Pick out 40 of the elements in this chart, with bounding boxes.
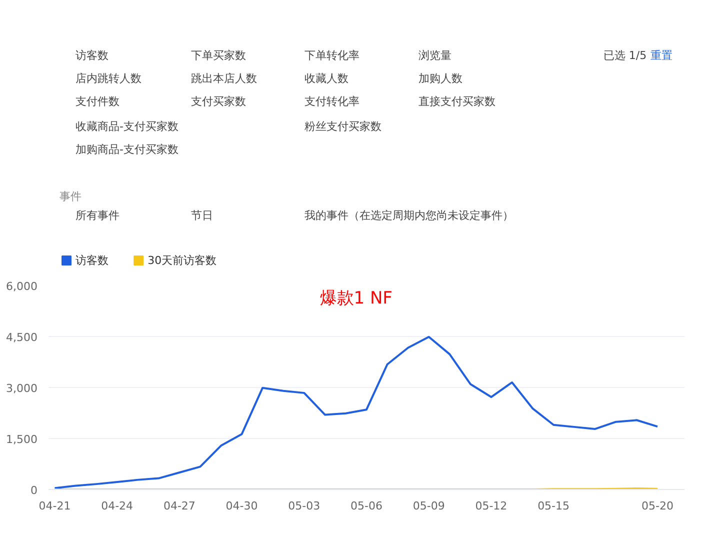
text: 节日 (190, 209, 213, 222)
text: 下单转化率 (304, 49, 360, 62)
text: 访客数 (76, 49, 109, 62)
y-tick-label: 6,000 (6, 280, 38, 293)
x-tick-label: 05-09 (412, 500, 445, 512)
text: 店内跳转人数 (76, 72, 142, 85)
legend-label: 访客数 (76, 254, 109, 267)
text: 重置 (650, 49, 672, 62)
x-tick-label: 04-27 (163, 500, 196, 512)
text: 支付件数 (76, 95, 120, 108)
x-tick-label: 05-20 (642, 500, 674, 512)
text: 收藏商品-支付买家数 (76, 120, 179, 133)
text: 加购人数 (418, 72, 463, 85)
legend-label: 30天前访客数 (148, 254, 217, 267)
x-tick-label: 05-12 (475, 500, 508, 512)
text: 下单买家数 (190, 49, 246, 62)
x-tick-label: 05-03 (288, 500, 320, 512)
y-tick-label: 3,000 (6, 382, 38, 395)
text: 加购商品-支付买家数 (76, 143, 179, 156)
text: 事件 (59, 190, 82, 203)
y-tick-label: 4,500 (6, 331, 38, 344)
text: 支付转化率 (304, 95, 360, 108)
text: 收藏人数 (304, 72, 348, 85)
text: 跳出本店人数 (190, 72, 257, 85)
line-series (54, 336, 658, 490)
text: 已选 1/5 (603, 49, 647, 62)
x-tick-label: 05-06 (350, 500, 382, 512)
text: 所有事件 (76, 209, 120, 222)
y-tick-label: 1,500 (6, 433, 38, 446)
x-tick-label: 04-21 (38, 500, 71, 512)
x-tick-label: 04-30 (226, 500, 258, 512)
x-tick-label: 05-15 (538, 500, 570, 512)
x-tick-label: 04-24 (101, 500, 134, 512)
text: 直接支付买家数 (418, 95, 496, 108)
text: 粉丝支付买家数 (304, 120, 382, 133)
text: 我的事件（在选定周期内您尚未设定事件） (304, 209, 514, 222)
text: 浏览量 (418, 49, 452, 62)
y-tick-label: 0 (30, 484, 38, 497)
text: 支付买家数 (190, 95, 246, 108)
chart-title: 爆款1 NF (320, 288, 392, 308)
